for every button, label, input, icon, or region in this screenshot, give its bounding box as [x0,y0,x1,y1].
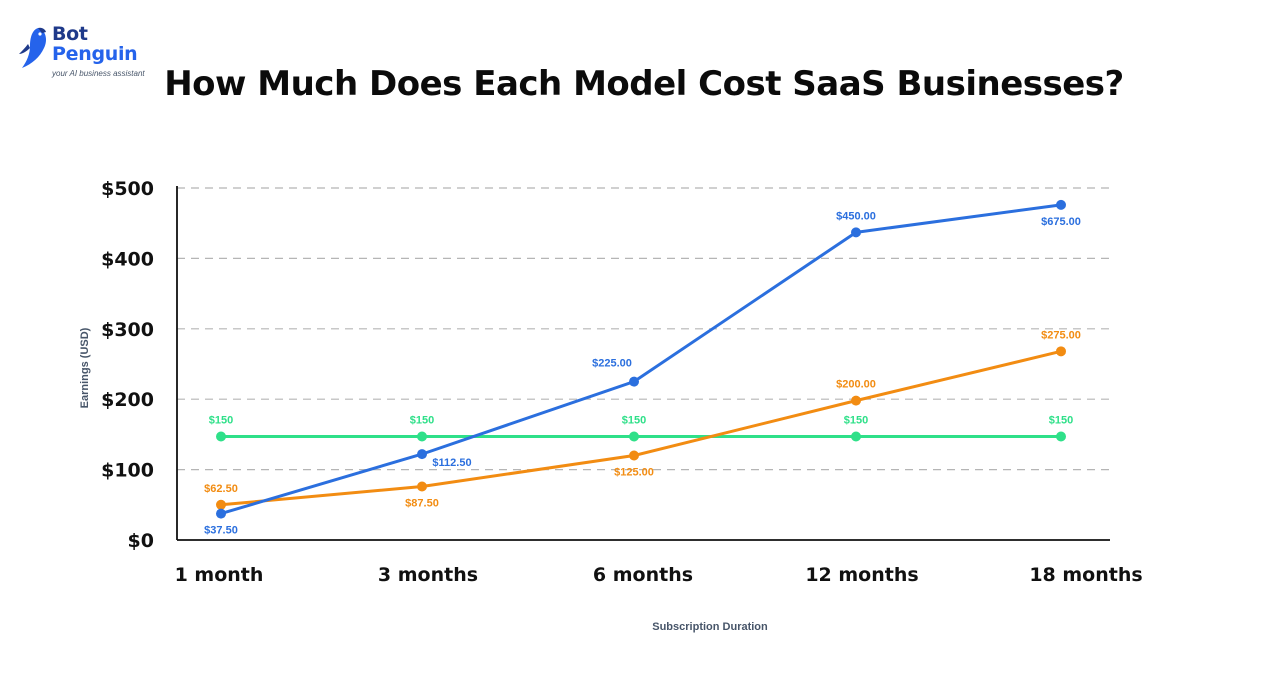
y-tick-label: $500 [101,178,154,200]
x-axis-title: Subscription Duration [652,621,768,633]
data-label: $275.00 [1041,329,1081,341]
axes [176,186,1110,541]
chart-title: How Much Does Each Model Cost SaaS Busin… [164,64,1124,104]
y-tick-label: $400 [101,248,154,270]
data-label: $150 [622,415,646,427]
data-point [417,449,427,460]
x-tick-label: 1 month [175,564,264,586]
data-label: $150 [209,415,233,427]
data-point [629,431,639,442]
data-label: $200.00 [836,379,876,391]
x-tick-label: 3 months [378,564,478,586]
brand-tagline: your AI business assistant [52,69,145,78]
data-label: $37.50 [204,525,238,537]
grid-lines [177,187,1110,471]
data-point [216,431,226,442]
y-tick-label: $300 [101,319,154,341]
data-label: $112.50 [432,457,471,469]
data-label: $150 [1049,415,1073,427]
data-label: $675.00 [1041,216,1081,228]
data-label: $125.00 [614,467,654,479]
penguin-icon [19,27,46,68]
data-label: $225.00 [592,358,632,370]
data-label: $87.50 [405,497,439,509]
brand-name-line1: Bot [52,23,88,45]
data-point [1056,431,1066,442]
y-tick-label: $100 [101,460,154,482]
data-point [216,499,226,510]
x-tick-label: 6 months [593,564,693,586]
data-point [629,450,639,461]
data-point [851,395,861,406]
data-point [851,227,861,238]
data-label: $62.50 [204,483,238,495]
y-tick-label: $200 [101,389,154,411]
data-point [851,431,861,442]
data-point [216,508,226,519]
x-tick-label: 12 months [805,564,918,586]
data-point [1056,199,1066,210]
data-point [417,431,427,442]
data-point [629,376,639,387]
data-points [216,199,1066,519]
data-point [1056,346,1066,357]
data-point [417,481,427,492]
brand-logo: Bot Penguin your AI business assistant [18,24,158,84]
y-tick-label: $0 [128,530,154,552]
y-tick-labels: $0 $100 $200 $300 $400 $500 [101,178,154,552]
data-labels: $150 $150 $150 $150 $150 $62.50 $87.50 $125.00 $… [204,210,1081,536]
series-line [219,349,1063,507]
y-axis-title: Earnings (USD) [79,327,91,408]
data-label: $150 [844,415,868,427]
x-tick-labels: 1 month 3 months 6 months 12 months 18 month… [175,564,1143,586]
data-label: $450.00 [836,210,876,222]
brand-name-line2: Penguin [52,43,138,65]
x-tick-label: 18 months [1029,564,1142,586]
data-label: $150 [410,415,434,427]
